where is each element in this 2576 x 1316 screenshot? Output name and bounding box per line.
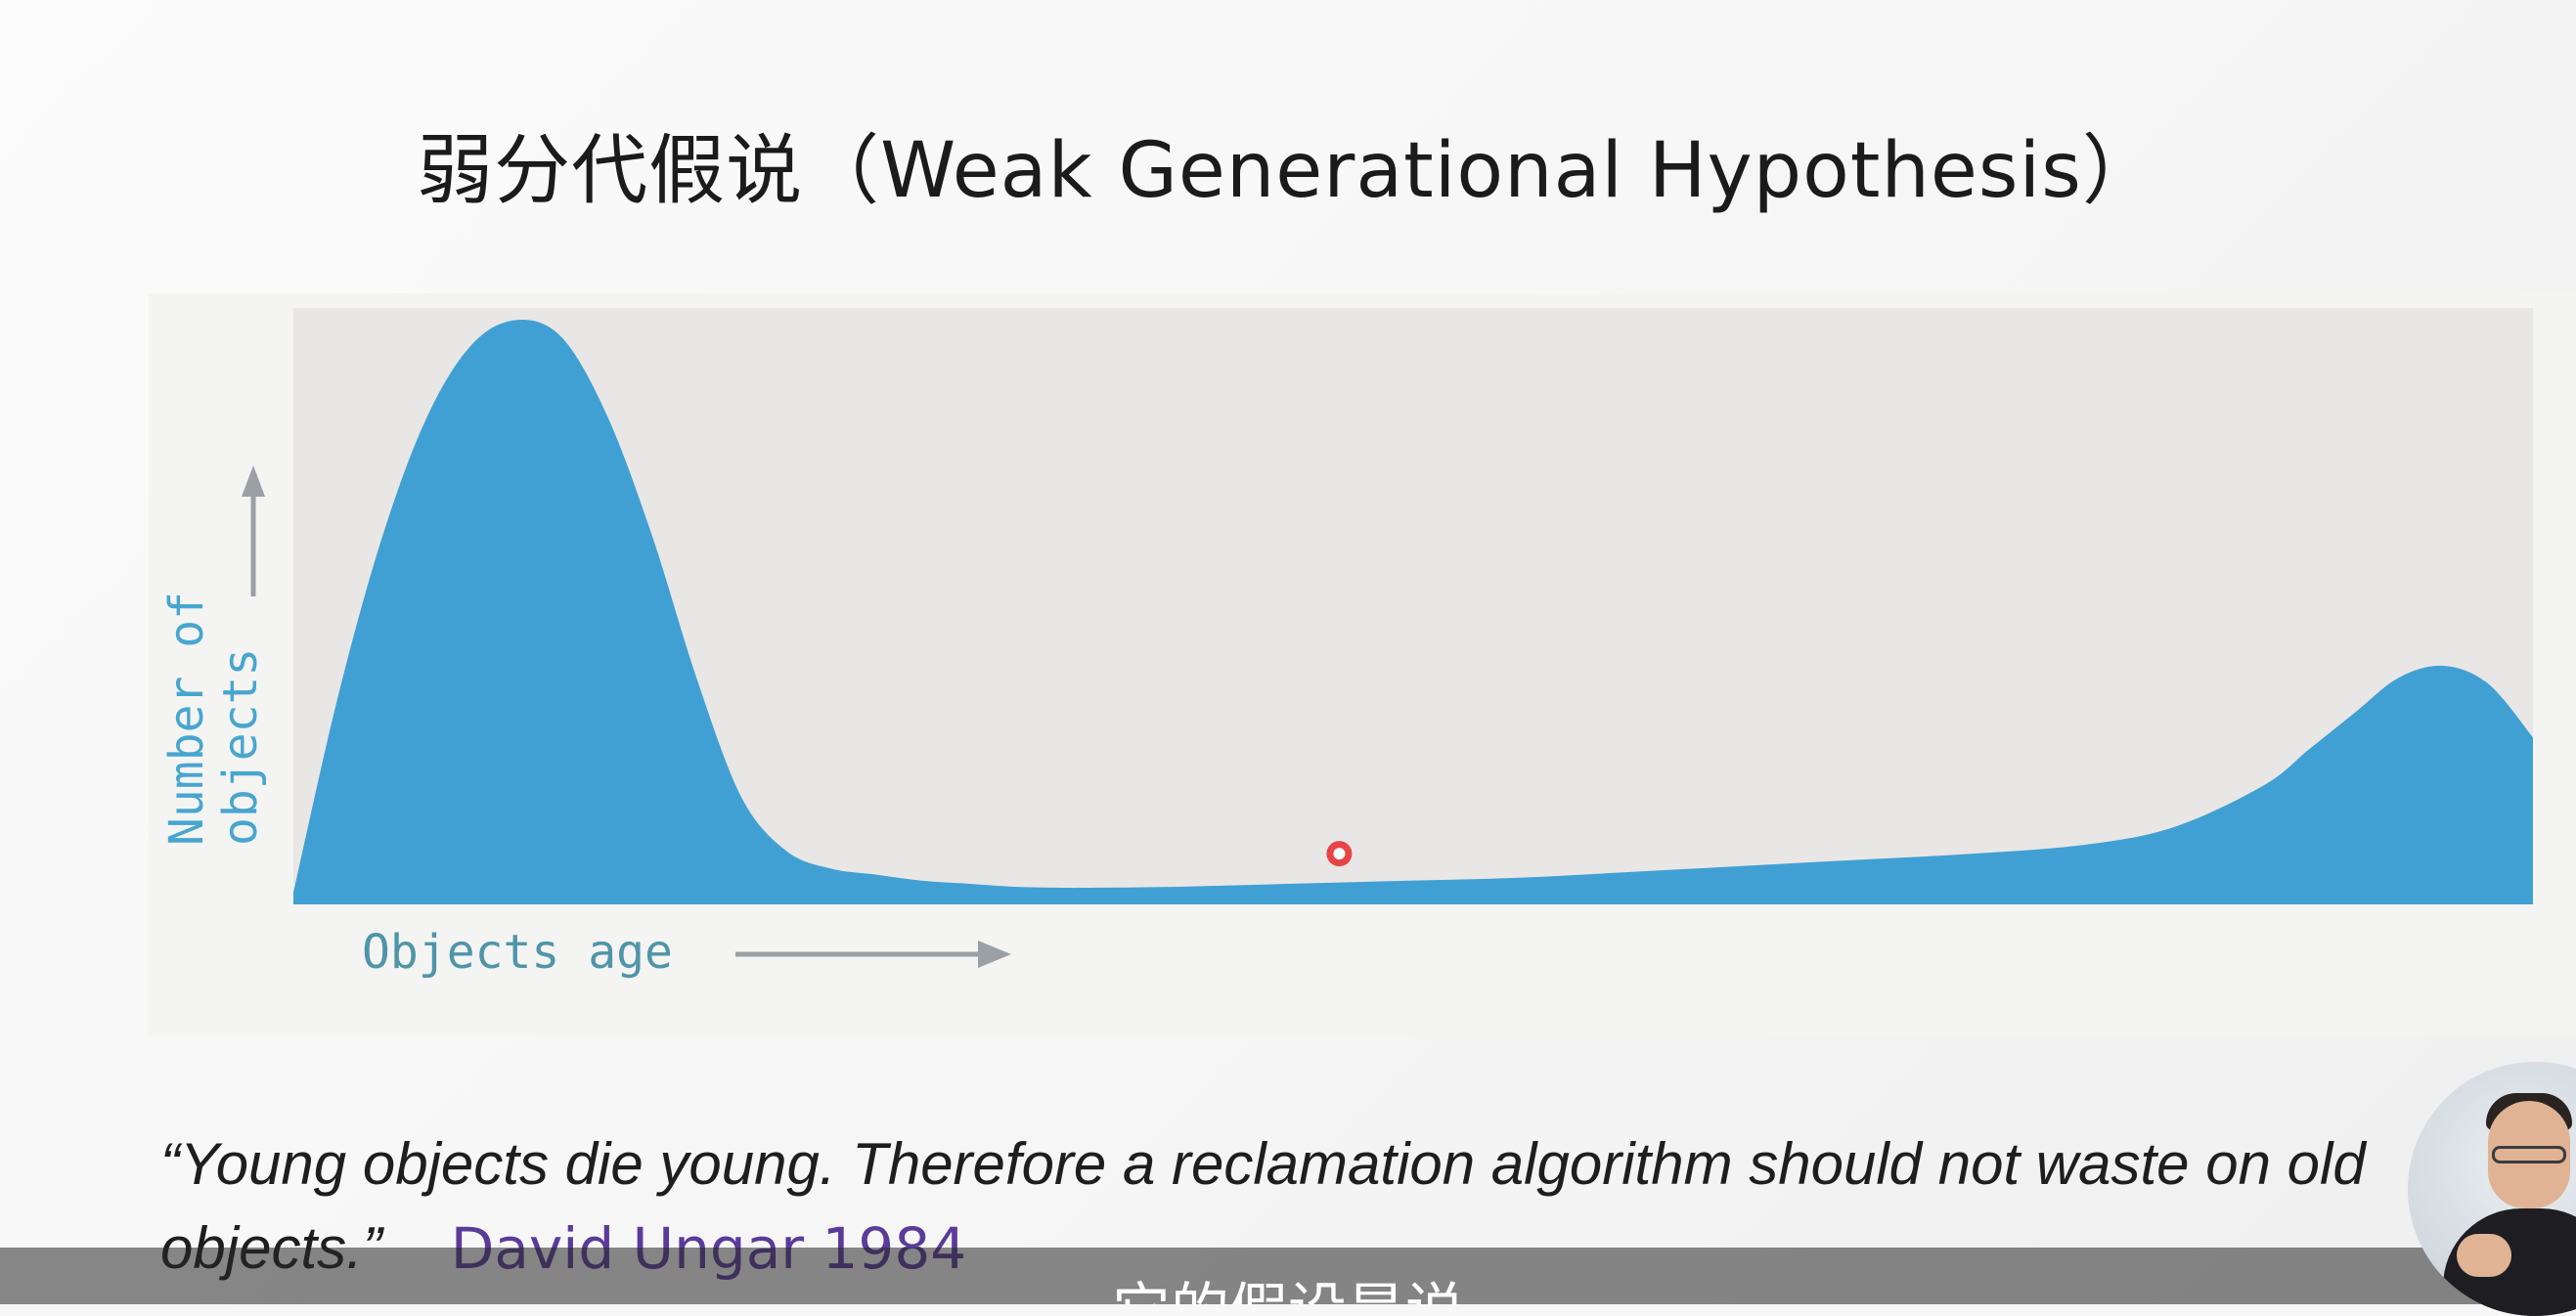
y-axis-label-group: Number of objects: [159, 465, 268, 846]
y-axis-label-line-2: objects: [213, 648, 268, 846]
presenter-avatar-icon: [2408, 1062, 2576, 1316]
laser-pointer-icon: [1326, 841, 1353, 867]
y-axis-arrow-head: [242, 465, 265, 497]
series-area: [293, 320, 2533, 904]
presenter-glasses: [2492, 1146, 2566, 1163]
chart-card: Number of objects Objects age: [149, 293, 2576, 1036]
quote-text: “Young objects die young. Therefore a re…: [160, 1131, 2366, 1281]
age-distribution-chart: Number of objects Objects age: [159, 308, 2533, 980]
x-axis-label-group: Objects age: [362, 925, 1011, 980]
x-axis-arrow-head: [978, 941, 1011, 968]
presenter-hand: [2457, 1234, 2511, 1277]
subtitle-text: 它的假设是说: [0, 1263, 2576, 1304]
presenter-head: [2488, 1101, 2570, 1208]
slide-title: 弱分代假说（Weak Generational Hypothesis）: [417, 127, 2159, 215]
laser-pointer-inner: [1333, 848, 1346, 860]
x-axis-label: Objects age: [362, 925, 673, 980]
subtitle-bar: 它的假设是说: [0, 1248, 2576, 1304]
y-axis-label-line-1: Number of: [159, 592, 214, 846]
